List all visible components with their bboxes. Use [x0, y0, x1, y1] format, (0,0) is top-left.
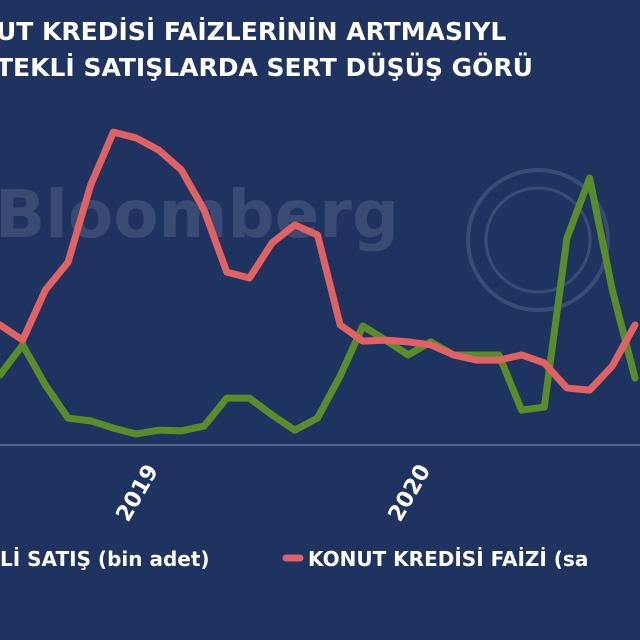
logo-watermark: [466, 168, 610, 312]
chart-title: UT KREDİSİ FAİZLERİNİN ARTMASIYL: [0, 16, 506, 46]
chart-title: TEKLİ SATIŞLARDA SERT DÜŞÜŞ GÖRÜ: [0, 52, 533, 82]
series-line: [0, 128, 639, 394]
legend-label: KONUT KREDİSİ FAİZİ (sa: [308, 547, 588, 571]
series-line: [0, 174, 639, 438]
watermark: Bloomberg: [0, 176, 399, 253]
legend-label: Lİ SATIŞ (bin adet): [0, 547, 210, 571]
